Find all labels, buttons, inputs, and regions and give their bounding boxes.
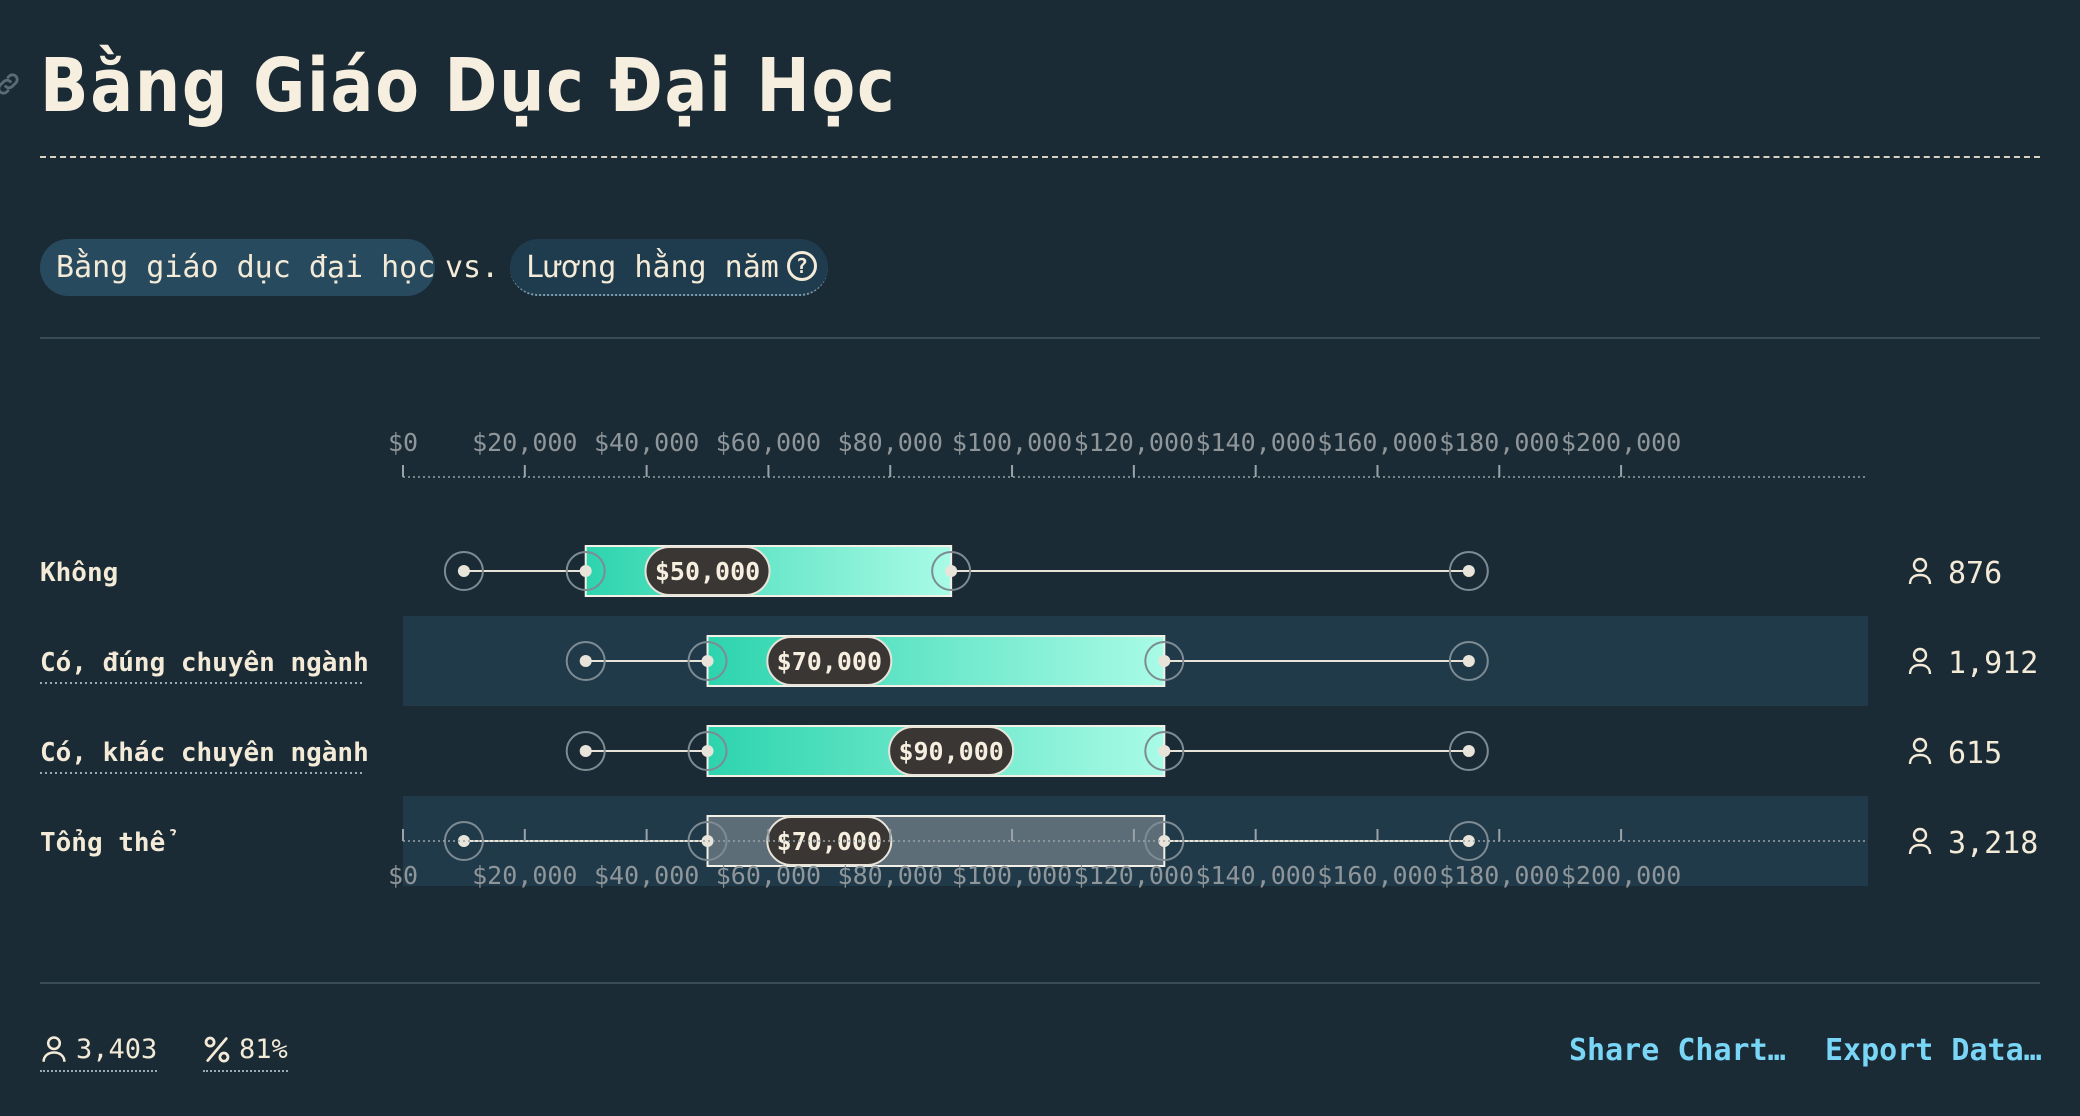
percent-stat[interactable]: 81% bbox=[203, 1030, 288, 1072]
q1-marker-dot bbox=[701, 745, 714, 757]
row-label: Không bbox=[40, 558, 118, 588]
top-tick-label: $180,000 bbox=[1439, 428, 1559, 457]
bottom-tick-label: $60,000 bbox=[716, 861, 821, 890]
bottom-tick-label: $100,000 bbox=[952, 861, 1072, 890]
bottom-tick-label: $120,000 bbox=[1074, 861, 1194, 890]
median-pill bbox=[888, 726, 1015, 776]
row-count: 3,218 bbox=[1948, 826, 2038, 861]
q1-marker-ring bbox=[687, 731, 728, 771]
max-marker-dot bbox=[1462, 745, 1475, 757]
person-icon-body bbox=[1908, 843, 1932, 855]
q3-marker-ring bbox=[1144, 641, 1185, 681]
percent-icon bbox=[204, 1036, 230, 1063]
count-group bbox=[1908, 737, 1932, 765]
bottom-tick-label: $180,000 bbox=[1439, 861, 1559, 890]
q1-marker-ring bbox=[687, 641, 728, 681]
percent-value: 81% bbox=[239, 1034, 288, 1065]
max-marker-ring bbox=[1448, 641, 1489, 681]
q1-marker-dot bbox=[701, 655, 714, 667]
person-icon-body bbox=[1908, 663, 1932, 675]
min-marker-dot bbox=[457, 565, 470, 577]
q3-marker-dot bbox=[1158, 745, 1171, 757]
count-group bbox=[1908, 557, 1932, 585]
respondents-stat[interactable]: 3,403 bbox=[40, 1030, 158, 1072]
median-label: $50,000 bbox=[655, 557, 760, 586]
person-icon bbox=[1912, 737, 1928, 753]
share-chart-button[interactable]: Share Chart… bbox=[1569, 1033, 1786, 1068]
box-plot-row: Có, khác chuyên ngành $90,000 615 bbox=[40, 725, 2002, 777]
x-variable-selector[interactable]: Bằng giáo dục đại học bbox=[40, 239, 435, 296]
person-icon bbox=[1912, 557, 1928, 573]
min-marker-ring bbox=[443, 551, 484, 591]
median-label: $90,000 bbox=[898, 737, 1003, 766]
min-marker-dot bbox=[579, 655, 592, 667]
bottom-tick-label: $20,000 bbox=[472, 861, 577, 890]
row-label: Có, khác chuyên ngành bbox=[40, 738, 369, 768]
row-label: Tổng thể bbox=[40, 828, 176, 858]
bottom-tick-label: $80,000 bbox=[838, 861, 943, 890]
person-icon bbox=[42, 1036, 66, 1062]
box-plot-row: Không $50,000 876 bbox=[40, 545, 2002, 597]
top-tick-label: $140,000 bbox=[1195, 428, 1315, 457]
row-count: 615 bbox=[1948, 736, 2002, 771]
top-tick-label: $20,000 bbox=[472, 428, 577, 457]
top-tick-label: $120,000 bbox=[1074, 428, 1194, 457]
top-tick-label: $200,000 bbox=[1561, 428, 1681, 457]
vs-label: vs. bbox=[445, 250, 500, 285]
min-marker-dot bbox=[579, 745, 592, 757]
q1-marker-dot bbox=[579, 565, 592, 577]
bottom-tick-label: $160,000 bbox=[1317, 861, 1437, 890]
bottom-tick-label: $200,000 bbox=[1561, 861, 1681, 890]
top-tick-label: $60,000 bbox=[716, 428, 821, 457]
max-marker-dot bbox=[1462, 565, 1475, 577]
row-label: Có, đúng chuyên ngành bbox=[40, 648, 369, 678]
person-icon-body bbox=[1908, 753, 1932, 765]
person-icon bbox=[1912, 647, 1928, 663]
y-variable-label: Lương hằng năm bbox=[526, 250, 779, 285]
median-pill bbox=[766, 636, 893, 686]
q3-marker-dot bbox=[945, 565, 958, 577]
count-group bbox=[1908, 647, 1932, 675]
min-marker-ring bbox=[565, 731, 606, 771]
section-divider bbox=[40, 337, 2040, 339]
min-marker-ring bbox=[565, 641, 606, 681]
footer-divider bbox=[40, 982, 2040, 984]
help-icon[interactable]: ? bbox=[786, 251, 817, 281]
median-label: $70,000 bbox=[777, 647, 882, 676]
q3-marker-ring bbox=[1144, 731, 1185, 771]
respondents-count: 3,403 bbox=[76, 1034, 158, 1065]
person-icon bbox=[1912, 827, 1928, 843]
top-tick-label: $100,000 bbox=[952, 428, 1072, 457]
median-pill bbox=[644, 546, 771, 596]
row-count: 1,912 bbox=[1948, 646, 2038, 681]
top-tick-label: $80,000 bbox=[838, 428, 943, 457]
top-tick-label: $160,000 bbox=[1317, 428, 1437, 457]
top-tick-label: $40,000 bbox=[594, 428, 699, 457]
x-variable-label: Bằng giáo dục đại học bbox=[56, 250, 436, 285]
person-icon-body bbox=[1908, 573, 1932, 585]
q3-marker-dot bbox=[1158, 655, 1171, 667]
title-divider bbox=[40, 156, 2040, 158]
q1-marker-dot bbox=[701, 835, 714, 847]
top-tick-label: $0 bbox=[388, 428, 418, 457]
box-plot-chart: Không $50,000 876 Có, đúng chuyên ngành $70,… bbox=[40, 428, 2038, 890]
q1-marker-ring bbox=[565, 551, 606, 591]
export-data-button[interactable]: Export Data… bbox=[1825, 1033, 2042, 1068]
link-icon[interactable] bbox=[0, 70, 22, 98]
max-marker-ring bbox=[1448, 551, 1489, 591]
count-group bbox=[1908, 827, 1932, 855]
max-marker-dot bbox=[1462, 655, 1475, 667]
bottom-tick-label: $40,000 bbox=[594, 861, 699, 890]
row-count: 876 bbox=[1948, 556, 2002, 591]
max-marker-ring bbox=[1448, 731, 1489, 771]
q3-marker-ring bbox=[931, 551, 972, 591]
page-title: Bằng Giáo Dục Đại Học bbox=[40, 43, 897, 129]
y-variable-selector[interactable]: Lương hằng năm? bbox=[510, 239, 828, 296]
bottom-tick-label: $0 bbox=[388, 861, 418, 890]
bottom-tick-label: $140,000 bbox=[1195, 861, 1315, 890]
box-plot-row: Có, đúng chuyên ngành $70,000 1,912 bbox=[40, 616, 2038, 706]
